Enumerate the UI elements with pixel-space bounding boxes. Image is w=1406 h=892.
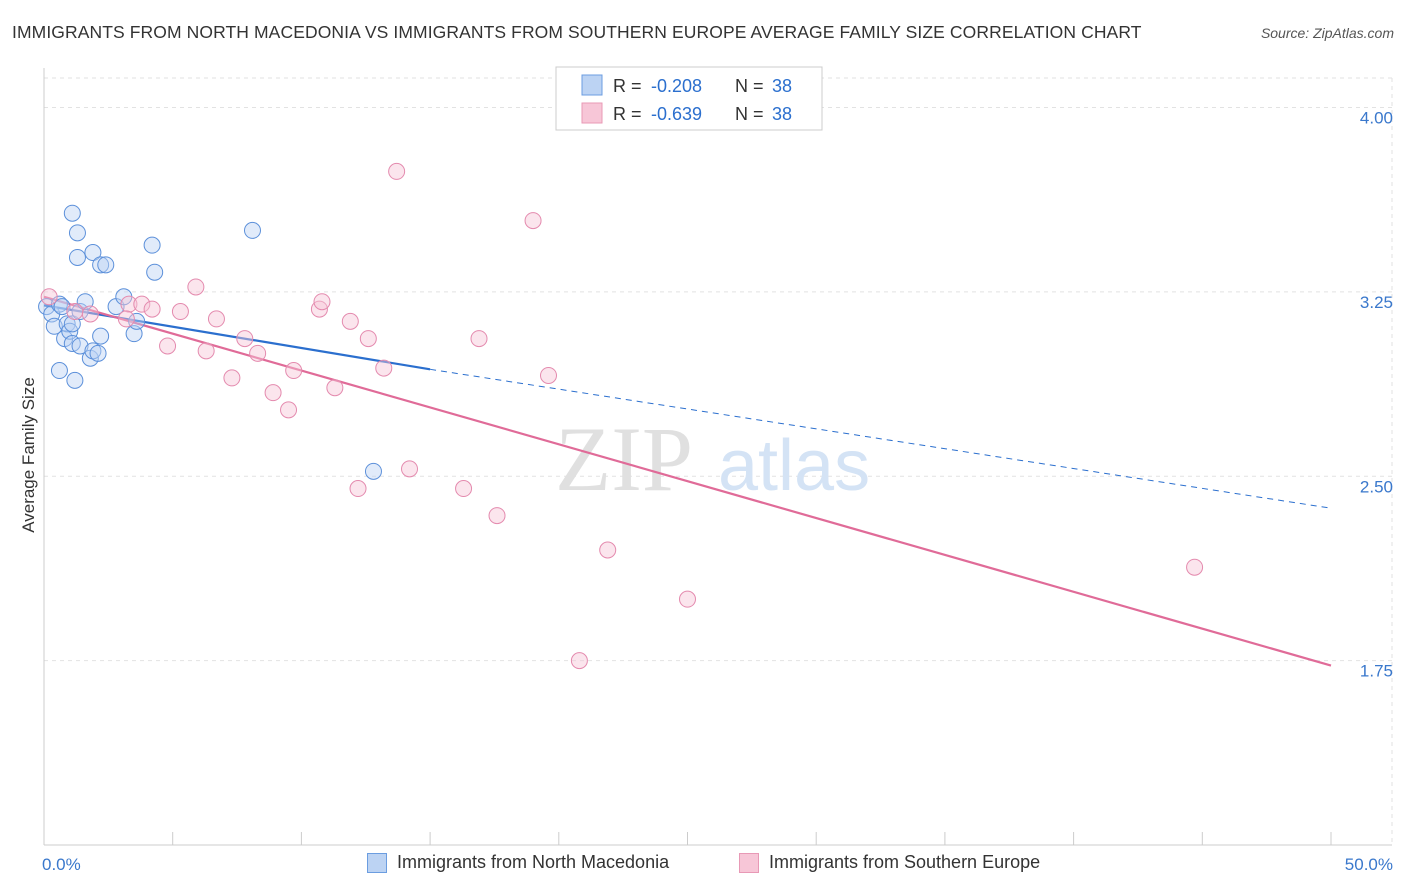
point-southern-europe-8 <box>171 303 189 321</box>
point-north-macedonia-4 <box>53 298 71 316</box>
legend-item-southern-europe: Immigrants from Southern Europe <box>739 852 1040 873</box>
point-southern-europe-35 <box>1186 558 1204 576</box>
point-southern-europe-17 <box>285 362 303 380</box>
legend-label-southern-europe: Immigrants from Southern Europe <box>769 852 1041 872</box>
legend-swatch-blue <box>581 74 603 96</box>
legend-n-value-2: 38 <box>772 104 792 124</box>
y-tick-label-2: 3.25 <box>1360 293 1393 312</box>
point-north-macedonia-6 <box>50 362 68 380</box>
point-southern-europe-0 <box>40 288 58 306</box>
point-north-macedonia-15 <box>68 224 86 242</box>
y-tick-label-1: 2.50 <box>1360 477 1393 496</box>
point-north-macedonia-22 <box>92 256 110 274</box>
data-points <box>38 162 1204 670</box>
point-southern-europe-19 <box>313 293 331 311</box>
point-north-macedonia-29 <box>143 236 161 254</box>
y-tick-labels: 1.75 2.50 3.25 4.00 <box>1360 109 1393 681</box>
point-north-macedonia-31 <box>243 221 261 239</box>
trend-lines <box>43 295 1332 667</box>
point-southern-europe-29 <box>488 507 506 525</box>
legend-n-label-2: N = <box>735 104 764 124</box>
legend-n-label-1: N = <box>735 76 764 96</box>
y-tick-label-0: 1.75 <box>1360 662 1393 681</box>
legend-label-north-macedonia: Immigrants from North Macedonia <box>397 852 670 872</box>
point-southern-europe-13 <box>236 330 254 348</box>
point-southern-europe-32 <box>570 652 588 670</box>
axes <box>43 68 1392 846</box>
legend-top: R = -0.208 N = 38 R = -0.639 N = 38 <box>555 66 823 131</box>
point-north-macedonia-14 <box>71 337 89 355</box>
point-southern-europe-12 <box>223 369 241 387</box>
point-southern-europe-31 <box>540 366 558 384</box>
point-southern-europe-23 <box>359 330 377 348</box>
point-north-macedonia-12 <box>63 204 81 222</box>
point-north-macedonia-20 <box>84 244 102 262</box>
point-southern-europe-28 <box>470 330 488 348</box>
point-north-macedonia-11 <box>66 371 84 389</box>
point-southern-europe-6 <box>143 300 161 318</box>
point-southern-europe-1 <box>66 303 84 321</box>
legend-n-value-1: 38 <box>772 76 792 96</box>
point-southern-europe-30 <box>524 212 542 230</box>
point-southern-europe-2 <box>81 305 99 323</box>
point-north-macedonia-24 <box>97 256 115 274</box>
legend-r-value-1: -0.208 <box>651 76 702 96</box>
point-north-macedonia-13 <box>68 248 86 266</box>
x-tick-label-max: 50.0% <box>1345 855 1393 874</box>
legend-swatch-southern-europe <box>739 852 759 873</box>
watermark-atlas: atlas <box>718 426 870 506</box>
point-north-macedonia-28 <box>128 312 146 330</box>
point-southern-europe-3 <box>120 295 138 313</box>
point-southern-europe-33 <box>599 541 617 559</box>
point-north-macedonia-30 <box>146 263 164 281</box>
point-southern-europe-9 <box>187 278 205 296</box>
trend-line-southern-europe <box>43 295 1332 667</box>
point-southern-europe-34 <box>679 590 696 608</box>
legend-r-label-2: R = <box>613 104 642 124</box>
point-north-macedonia-32 <box>364 462 382 480</box>
point-southern-europe-15 <box>264 384 282 402</box>
point-southern-europe-20 <box>326 379 344 397</box>
trend-line-north-macedonia-extension <box>430 368 1332 509</box>
point-southern-europe-10 <box>197 342 215 360</box>
legend-item-north-macedonia: Immigrants from North Macedonia <box>367 852 669 873</box>
chart-source: Source: ZipAtlas.com <box>1260 25 1394 41</box>
watermark-zip: ZIP <box>555 408 693 510</box>
point-southern-europe-16 <box>280 401 298 419</box>
point-southern-europe-7 <box>159 337 177 355</box>
point-southern-europe-27 <box>455 480 473 498</box>
y-axis-label: Average Family Size <box>19 377 38 533</box>
point-southern-europe-11 <box>207 310 225 328</box>
point-north-macedonia-16 <box>71 303 89 321</box>
legend-swatch-pink <box>581 102 603 124</box>
legend-r-value-2: -0.639 <box>651 104 702 124</box>
point-north-macedonia-21 <box>89 344 107 362</box>
x-tick-label-min: 0.0% <box>42 855 81 874</box>
point-southern-europe-22 <box>349 480 367 498</box>
legend-bottom: Immigrants from North Macedonia Immigran… <box>0 852 1406 878</box>
point-southern-europe-26 <box>401 460 419 478</box>
point-southern-europe-24 <box>375 359 393 377</box>
point-north-macedonia-2 <box>45 317 63 335</box>
point-southern-europe-25 <box>388 162 406 180</box>
point-southern-europe-4 <box>117 310 135 328</box>
point-southern-europe-5 <box>133 295 151 313</box>
legend-r-label-1: R = <box>613 76 642 96</box>
legend-swatch-north-macedonia <box>367 852 387 873</box>
point-southern-europe-21 <box>341 312 359 330</box>
point-north-macedonia-23 <box>92 327 110 345</box>
y-tick-label-3: 4.00 <box>1360 109 1393 128</box>
chart-title: IMMIGRANTS FROM NORTH MACEDONIA VS IMMIG… <box>12 22 1142 42</box>
point-southern-europe-14 <box>249 344 267 362</box>
